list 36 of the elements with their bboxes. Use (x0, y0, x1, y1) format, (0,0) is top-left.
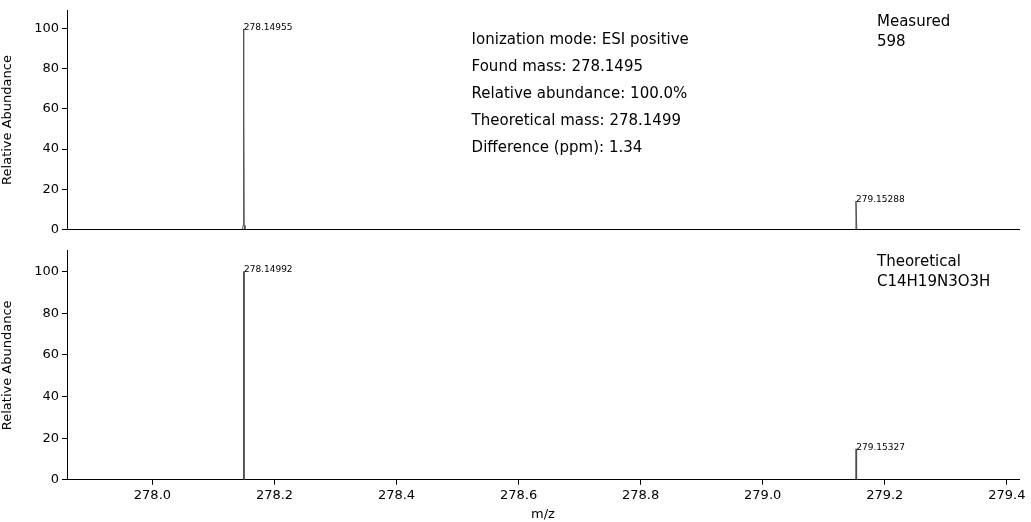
annotation: Relative abundance: 100.0% (471, 84, 688, 103)
y-tick-label: 100 (34, 20, 59, 36)
annotation: 279.15288 (855, 193, 905, 204)
x-tick-label: 279.4 (988, 486, 1026, 502)
x-tick-label: 279.2 (866, 486, 904, 502)
y-axis-title: Relative Abundance (0, 55, 15, 185)
chart-title: Theoretical (876, 252, 961, 271)
y-tick-label: 0 (50, 471, 59, 487)
annotation: Found mass: 278.1495 (471, 57, 644, 76)
annotation: Ionization mode: ESI positive (471, 30, 689, 49)
chart-title: Measured (877, 12, 951, 31)
annotation: Theoretical mass: 278.1499 (470, 111, 682, 130)
annotation: 278.14955 (243, 21, 293, 32)
text: C14H19N3O3H (877, 272, 991, 291)
y-tick-label: 80 (42, 304, 59, 320)
x-tick-label: 278.2 (255, 486, 294, 502)
y-axis-title: Relative Abundance (0, 300, 15, 431)
y-tick-label: 0 (50, 220, 59, 236)
y-tick-label: 20 (42, 180, 59, 196)
annotation: 279.15327 (856, 441, 905, 452)
y-tick-label: 100 (34, 262, 59, 278)
x-tick-label: 278.0 (133, 486, 172, 502)
y-tick-label: 20 (42, 429, 59, 445)
x-tick-label: 279.0 (744, 486, 782, 502)
x-tick-label: 278.4 (377, 486, 416, 502)
y-tick-label: 40 (42, 387, 59, 403)
annotation: Difference (ppm): 1.34 (471, 138, 643, 157)
x-tick-label: 278.8 (622, 486, 660, 502)
y-tick-label: 40 (42, 140, 59, 156)
y-tick-label: 80 (42, 60, 59, 76)
x-tick-label: 278.6 (499, 486, 538, 502)
y-tick-label: 60 (42, 100, 59, 116)
text: 598 (877, 32, 906, 51)
y-tick-label: 60 (42, 346, 59, 362)
x-axis-title: m/z (531, 505, 556, 521)
annotation: 278.14992 (243, 264, 293, 275)
